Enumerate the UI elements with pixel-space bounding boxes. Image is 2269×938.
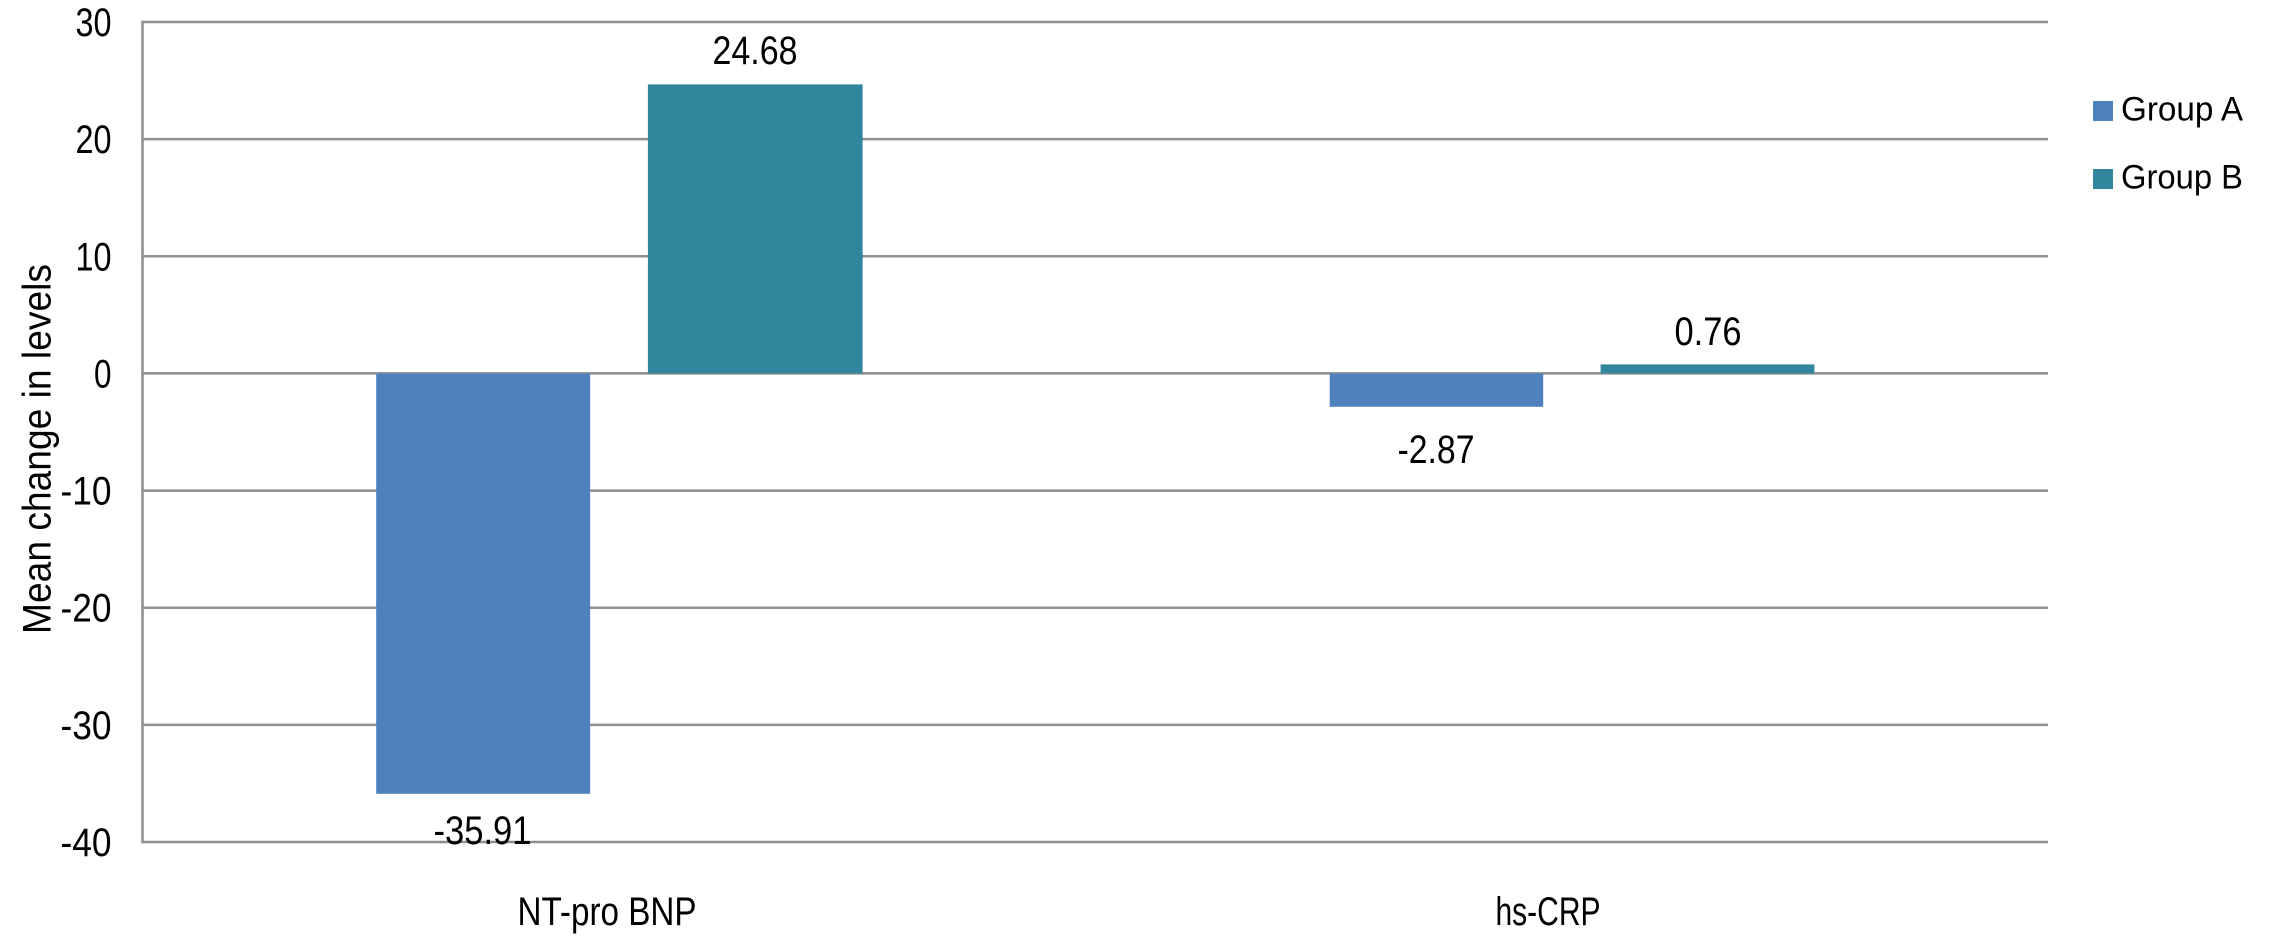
svg-text:Mean change in levels: Mean change in levels (16, 264, 60, 634)
svg-text:NT-pro BNP: NT-pro BNP (518, 890, 697, 934)
svg-text:-35.91: -35.91 (434, 809, 532, 853)
svg-text:10: 10 (76, 235, 112, 279)
svg-text:Group B: Group B (2121, 159, 2243, 197)
svg-text:-10: -10 (61, 470, 112, 514)
svg-text:-30: -30 (61, 704, 112, 748)
svg-text:24.68: 24.68 (713, 29, 798, 73)
svg-text:-20: -20 (61, 587, 112, 631)
svg-text:20: 20 (76, 118, 112, 162)
svg-text:0.76: 0.76 (1675, 310, 1742, 354)
svg-text:-40: -40 (61, 821, 112, 865)
svg-text:Group A: Group A (2121, 91, 2243, 129)
svg-text:30: 30 (76, 1, 112, 45)
svg-text:0: 0 (94, 352, 112, 396)
svg-text:hs-CRP: hs-CRP (1496, 890, 1601, 934)
svg-text:-2.87: -2.87 (1398, 428, 1475, 472)
